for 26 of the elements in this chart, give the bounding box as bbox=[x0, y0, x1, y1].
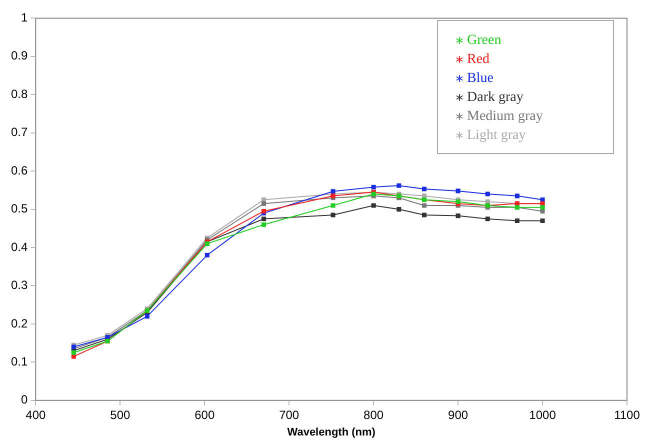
legend-label: Dark gray bbox=[467, 89, 524, 108]
x-tick-label: 400 bbox=[26, 408, 46, 422]
y-tick-label: 0.2 bbox=[10, 316, 28, 330]
x-tick-label: 900 bbox=[448, 408, 468, 422]
y-tick-label: 0.9 bbox=[10, 48, 28, 63]
y-tick-label: 0 bbox=[20, 392, 28, 407]
x-tick-label: 800 bbox=[364, 408, 384, 422]
x-tick-label: 700 bbox=[279, 408, 300, 422]
y-tick-label: 0.4 bbox=[10, 240, 28, 254]
y-tick-label: 1 bbox=[20, 10, 28, 25]
x-tick-label: 1100 bbox=[614, 408, 640, 422]
legend-label: Green bbox=[467, 32, 502, 50]
legend-label: Red bbox=[467, 51, 490, 70]
x-tick-label: 1000 bbox=[529, 408, 556, 422]
legend-label: Blue bbox=[467, 70, 494, 88]
x-tick-label: 500 bbox=[110, 408, 130, 422]
y-tick-label: 0.7 bbox=[10, 125, 28, 140]
y-tick-label: 0.8 bbox=[10, 86, 28, 101]
y-tick-label: 0.3 bbox=[10, 278, 28, 292]
x-tick-label: 600 bbox=[194, 408, 215, 422]
y-tick-label: 0.6 bbox=[10, 163, 28, 178]
legend-label: Medium gray bbox=[467, 108, 543, 126]
x-axis-title: Wavelength (nm) bbox=[287, 426, 376, 438]
legend-label: Light gray bbox=[467, 127, 526, 146]
y-tick-label: 0.5 bbox=[10, 202, 28, 216]
y-tick-label: 0.1 bbox=[10, 354, 28, 368]
